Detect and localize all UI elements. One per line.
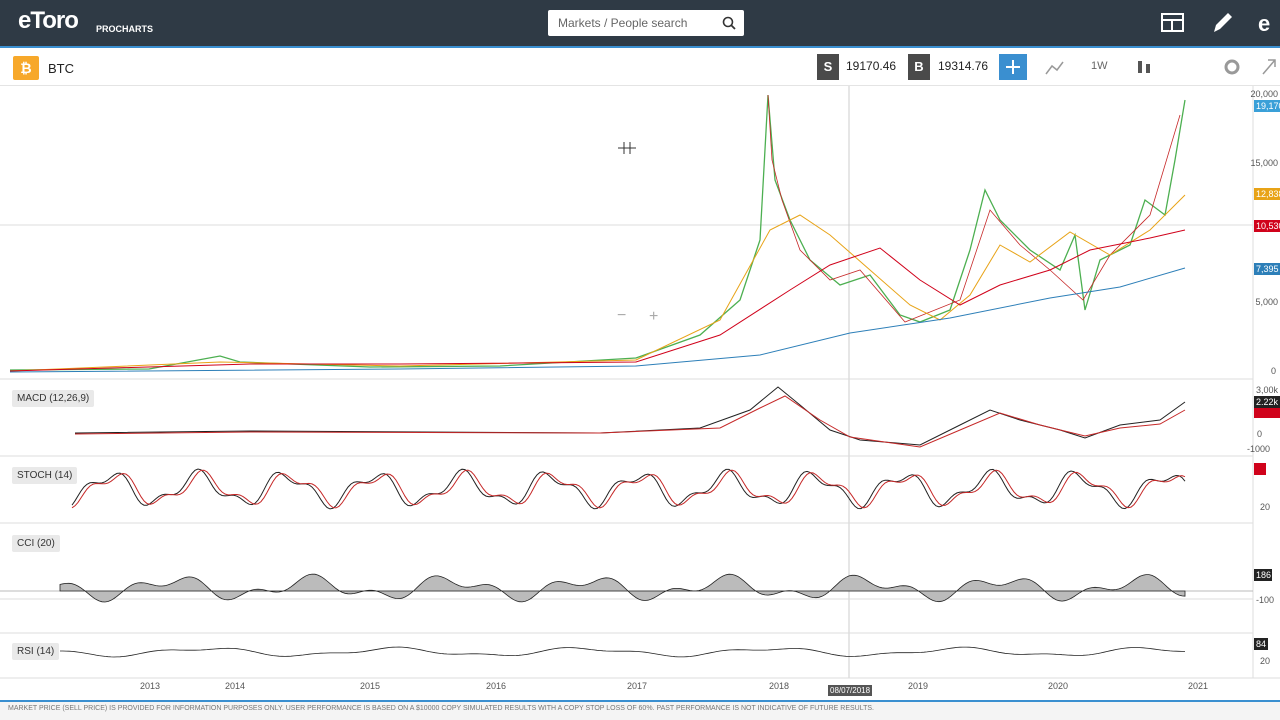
grid [0, 86, 1280, 679]
ma-fast [9, 194, 1186, 372]
time-axis-label: 2013 [140, 681, 161, 691]
logo[interactable]: eToro [18, 7, 79, 34]
macd-label[interactable]: MACD (12,26,9) [12, 390, 95, 407]
ma-slow [9, 267, 1186, 373]
macd-axis-label: 3,00k [1255, 385, 1278, 395]
time-axis-label: 2017 [627, 681, 648, 691]
symbol: BTC [48, 61, 74, 76]
toolbar-icons [1006, 59, 1276, 75]
cci-line [59, 573, 1186, 603]
buy-button[interactable]: B [908, 54, 930, 80]
interval[interactable]: 1W [1091, 60, 1108, 72]
rsi-line [60, 646, 1185, 658]
time-axis-label: 2014 [225, 681, 246, 691]
btc-icon: ₿ [13, 56, 39, 80]
ma-mid [9, 229, 1186, 372]
time-axis-label: 2016 [486, 681, 507, 691]
price-line [9, 94, 1186, 371]
chart-controls: − + [617, 142, 658, 325]
top-bar: eToro PROCHARTS Markets / People search … [0, 0, 1280, 46]
rsi-label[interactable]: RSI (14) [12, 643, 60, 660]
rsi-axis-label: 20 [1259, 656, 1270, 666]
toolbar: ₿ BTC S 19170.46 B 19314.76 1W [0, 46, 1280, 86]
time-axis-label: 2020 [1048, 681, 1069, 691]
price-axis-label: 15,000 [1250, 158, 1278, 168]
cci-axis-label: -100 [1255, 595, 1274, 605]
search-box[interactable]: Markets / People search [548, 10, 744, 36]
rsi-marker: 84 [1254, 638, 1268, 650]
cci-label[interactable]: CCI (20) [12, 535, 60, 552]
sell-button[interactable]: S [817, 54, 839, 80]
price-axis-label: 0 [1270, 366, 1276, 376]
stoch-line [71, 468, 1186, 510]
cursor-date: 08/07/2018 [830, 686, 871, 695]
time-axis-label: 2019 [908, 681, 929, 691]
svg-text:+: + [649, 308, 658, 325]
macd-axis-label: -1000 [1246, 444, 1270, 454]
sell-price: 19170.46 [846, 59, 897, 73]
price-marker: 12,838 [1254, 188, 1280, 200]
macd-axis-label: 0 [1256, 429, 1262, 439]
footer: MARKET PRICE (SELL PRICE) IS PROVIDED FO… [0, 700, 1280, 720]
price-marker: 7,395 [1254, 263, 1280, 275]
disclaimer: MARKET PRICE (SELL PRICE) IS PROVIDED FO… [8, 705, 874, 712]
price-axis-label: 20,000 [1250, 89, 1278, 99]
stoch-axis-label: 20 [1259, 502, 1270, 512]
macd-signal-marker [1254, 408, 1280, 418]
top-icons: e [1161, 11, 1270, 36]
stoch-label[interactable]: STOCH (14) [12, 467, 78, 484]
time-axis-label: 2015 [360, 681, 381, 691]
svg-text:e: e [1258, 11, 1270, 36]
macd-marker: 2.22k [1254, 396, 1280, 408]
stoch-marker [1254, 463, 1266, 475]
svg-text:−: − [617, 307, 626, 324]
macd-line [74, 386, 1186, 446]
macd-signal [74, 395, 1186, 448]
logo-sub: PROCHARTS [96, 24, 154, 34]
price-line-down [767, 94, 1181, 323]
cci-marker: 186 [1254, 569, 1272, 581]
price-axis-label: 5,000 [1255, 297, 1278, 307]
search-placeholder: Markets / People search [558, 16, 688, 30]
price-marker: 10,530 [1254, 220, 1280, 232]
time-axis-label: 2021 [1188, 681, 1209, 691]
time-axis-label: 2018 [769, 681, 790, 691]
stoch-signal [71, 469, 1186, 509]
search-icon [722, 16, 736, 30]
buy-price: 19314.76 [938, 59, 989, 73]
price-marker: 19,170 [1254, 100, 1280, 112]
